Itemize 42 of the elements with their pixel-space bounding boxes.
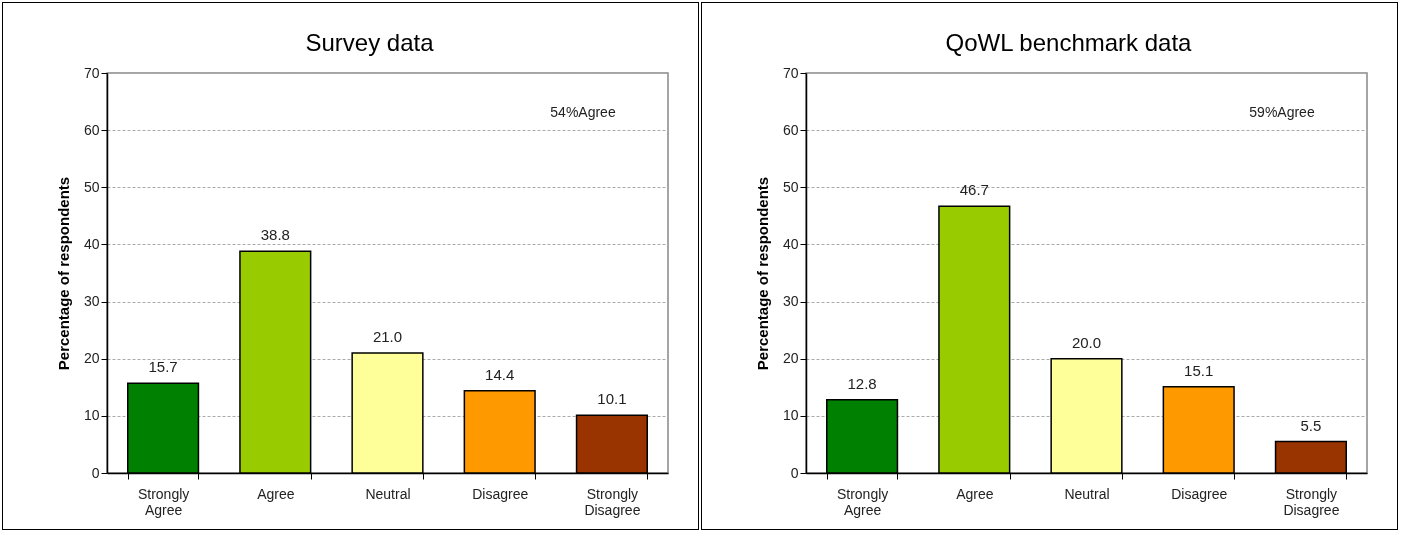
y-tick-label: 30 (83, 293, 100, 310)
data-label: 10.1 (597, 390, 627, 408)
x-tick-label: Strongly Agree (836, 485, 889, 518)
x-tick-label: Strongly Disagree (584, 485, 641, 518)
y-tick-label: 30 (782, 293, 799, 310)
x-tick-label: Neutral (1064, 485, 1110, 502)
chart-title: Survey data (305, 29, 435, 56)
data-label: 21.0 (372, 328, 403, 345)
y-tick-label: 0 (91, 464, 100, 481)
y-tick-label: 10 (83, 407, 100, 424)
x-tick-label: Disagree (472, 485, 529, 502)
y-tick-label: 10 (782, 407, 799, 424)
x-tick-label: Neutral (365, 485, 411, 502)
data-label: 15.7 (148, 358, 178, 376)
y-tick-label: 50 (83, 178, 100, 195)
x-tick-label: Agree (257, 485, 295, 502)
x-tick-label: Disagree (1171, 485, 1228, 502)
y-tick-label: 40 (782, 235, 799, 252)
data-label: 38.8 (260, 226, 290, 244)
data-label: 20.0 (1071, 333, 1102, 351)
y-tick-label: 60 (782, 121, 799, 138)
x-tick-label: Strongly Agree (137, 485, 190, 518)
x-tick-label: Agree (956, 485, 994, 502)
chart-title: QoWL benchmark data (945, 29, 1193, 56)
y-tick-label: 20 (782, 350, 799, 367)
data-label: 5.5 (1300, 416, 1322, 434)
y-tick-label: 20 (83, 350, 100, 367)
data-label: 46.7 (959, 181, 989, 199)
data-label: 15.1 (1184, 361, 1214, 379)
y-axis-title: Percentage of respondents (753, 176, 771, 371)
y-tick-label: 60 (83, 121, 100, 138)
data-label: 12.8 (847, 374, 877, 392)
y-axis-title: Percentage of respondents (54, 176, 72, 371)
y-tick-label: 70 (782, 64, 799, 81)
x-tick-label: Strongly Disagree (1283, 485, 1340, 518)
y-tick-label: 70 (83, 64, 100, 81)
annotation: 54%Agree (550, 104, 616, 120)
y-tick-label: 40 (83, 235, 100, 252)
annotation: 59%Agree (1249, 104, 1315, 120)
y-tick-label: 0 (790, 464, 799, 481)
y-tick-label: 50 (782, 178, 799, 195)
data-label: 14.4 (485, 365, 515, 383)
